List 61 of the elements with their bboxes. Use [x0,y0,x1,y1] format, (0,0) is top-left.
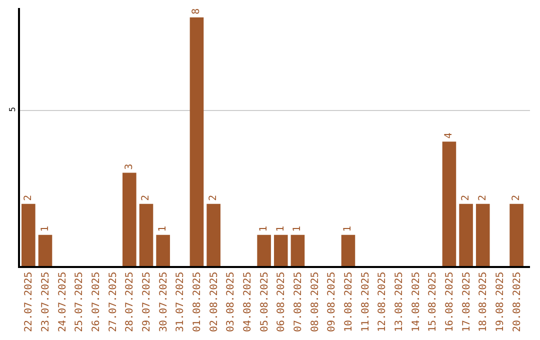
x-tick-label: 26.07.2025 [90,272,102,332]
data-label: 1 [342,226,354,232]
bar [122,172,136,266]
x-tick-label: 10.08.2025 [343,272,354,332]
x-tick-label: 03.08.2025 [226,272,237,332]
data-label: 1 [258,226,270,232]
x-tick-label: 15.08.2025 [428,272,439,332]
bar [38,234,52,266]
data-label: 2 [140,194,152,201]
x-tick-label: 20.08.2025 [512,272,523,332]
x-tick-label: 18.08.2025 [478,272,490,332]
bar [206,204,220,266]
data-label: 1 [292,226,304,232]
x-tick-label: 02.08.2025 [208,272,220,332]
x-tick-label: 17.08.2025 [461,272,472,332]
bar [341,234,356,266]
x-tick-label: 29.07.2025 [141,272,152,332]
x-tick-label: 28.07.2025 [124,272,136,332]
bar [22,204,36,266]
x-tick-label: 22.07.2025 [24,272,35,332]
x-tick-label: 11.08.2025 [360,272,372,332]
x-tick-label: 04.08.2025 [242,272,254,332]
data-label: 2 [460,194,472,201]
x-tick-label: 27.07.2025 [108,272,119,332]
x-tick-label: 14.08.2025 [410,272,422,332]
x-tick-label: 24.07.2025 [57,272,68,332]
bar [290,234,305,266]
bar [139,204,154,266]
bar [510,204,524,266]
x-tick-label: 31.07.2025 [175,272,186,332]
data-label: 2 [511,194,522,201]
x-tick-label: 09.08.2025 [326,272,338,332]
x-tick-label: 12.08.2025 [377,272,388,332]
data-label: 1 [158,226,169,232]
x-tick-label: 05.08.2025 [259,272,270,332]
bar [442,142,456,266]
bar [257,234,271,266]
y-tick-label: 5 [8,106,18,112]
x-tick-label: 23.07.2025 [40,272,52,332]
x-tick-label: 25.07.2025 [74,272,86,332]
data-label: 8 [191,8,202,14]
x-tick-label: 01.08.2025 [192,272,203,332]
data-label: 4 [444,132,455,139]
x-tick-label: 07.08.2025 [292,272,304,332]
data-label: 2 [208,194,220,201]
x-tick-label: 30.07.2025 [158,272,170,332]
bar [190,17,204,266]
bar [459,204,473,266]
data-label: 2 [477,194,488,201]
x-tick-label: 08.08.2025 [310,272,321,332]
x-tick-label: 06.08.2025 [276,272,288,332]
x-tick-label: 16.08.2025 [444,272,456,332]
bar [156,234,170,266]
x-tick-label: 19.08.2025 [494,272,506,332]
bar [476,204,490,266]
data-label: 1 [40,226,51,232]
data-label: 1 [275,226,286,232]
x-tick-label: 13.08.2025 [394,272,405,332]
bar [274,234,288,266]
data-label: 3 [124,164,135,170]
data-label: 2 [22,194,34,201]
